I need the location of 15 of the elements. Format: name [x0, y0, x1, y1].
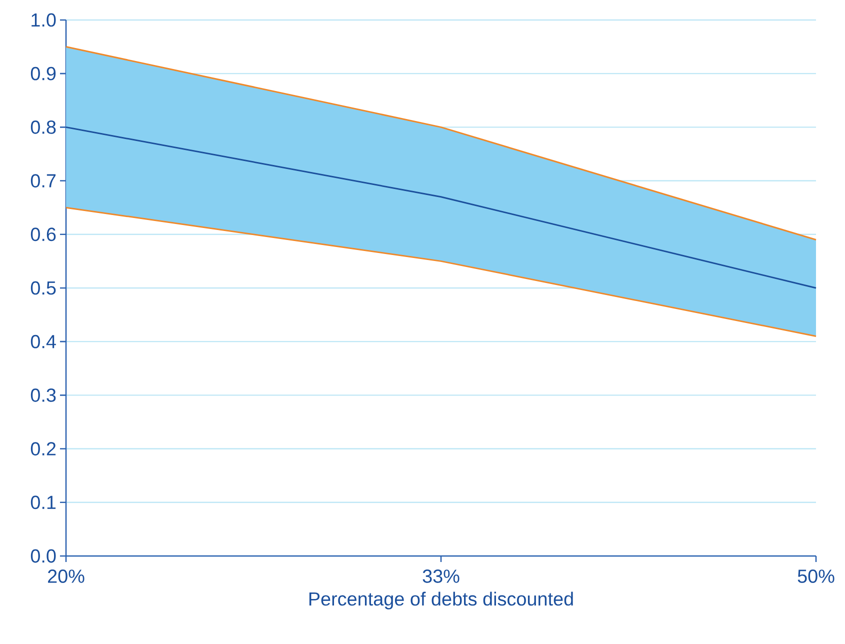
y-tick-label: 0.3 [30, 388, 56, 402]
x-tick-label: 50% [798, 570, 834, 583]
y-tick-label: 0.1 [30, 496, 56, 510]
y-tick-label: 0.7 [30, 174, 56, 188]
y-tick-label: 0.0 [30, 549, 56, 563]
y-tick-label: 0.6 [30, 228, 56, 242]
y-tick-label: 0.4 [30, 334, 56, 348]
y-tick-label: 1.0 [32, 13, 56, 27]
y-tick-label: 0.2 [30, 442, 56, 456]
x-axis-title: Percentage of debts discounted [309, 592, 573, 610]
x-tick-label: 33% [422, 570, 460, 583]
y-tick-label: 0.9 [30, 66, 56, 80]
x-tick-label: 20% [48, 570, 84, 583]
y-tick-label: 0.8 [30, 120, 56, 134]
y-tick-label: 0.5 [30, 281, 56, 295]
